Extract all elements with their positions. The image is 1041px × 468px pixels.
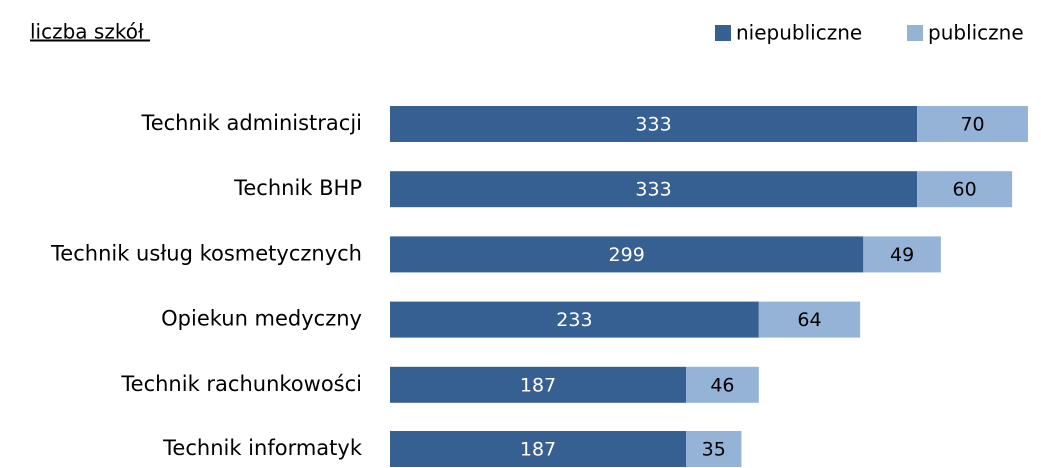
value-label: 187 — [520, 374, 556, 396]
category-label: Technik rachunkowości — [120, 372, 362, 396]
value-label: 49 — [890, 244, 914, 266]
bar-segment — [863, 236, 941, 273]
bar-segment — [390, 171, 918, 208]
category-label: Technik BHP — [233, 176, 362, 200]
chart-title: liczba szkół — [30, 20, 150, 44]
category-label: Opiekun medyczny — [161, 307, 362, 331]
legend-label: niepubliczne — [736, 21, 862, 45]
value-label: 187 — [520, 439, 556, 461]
category-label: Technik usług kosmetycznych — [50, 241, 362, 265]
value-label: 70 — [960, 114, 984, 136]
bar-segment — [390, 431, 687, 467]
value-label: 299 — [609, 244, 645, 266]
category-label: Technik administracji — [140, 111, 362, 135]
bar-segment — [390, 236, 864, 273]
bar-segment — [686, 366, 759, 403]
bar-segment — [917, 106, 1028, 142]
value-label: 333 — [635, 114, 671, 136]
bar-segment — [758, 301, 861, 338]
value-label: 64 — [797, 309, 821, 331]
value-label: 233 — [556, 309, 592, 331]
legend-swatch — [715, 25, 731, 41]
bar-segment — [390, 106, 918, 142]
value-label: 46 — [710, 374, 734, 396]
bar-segment — [390, 366, 687, 403]
bar-segment — [917, 171, 1013, 208]
value-label: 35 — [702, 439, 726, 461]
bar-segment — [686, 431, 742, 467]
legend-label: publiczne — [928, 21, 1024, 45]
value-label: 333 — [635, 179, 671, 201]
legend-swatch — [907, 25, 923, 41]
category-label: Technik informatyk — [162, 436, 363, 460]
bar-segment — [390, 301, 759, 338]
value-label: 60 — [953, 179, 977, 201]
